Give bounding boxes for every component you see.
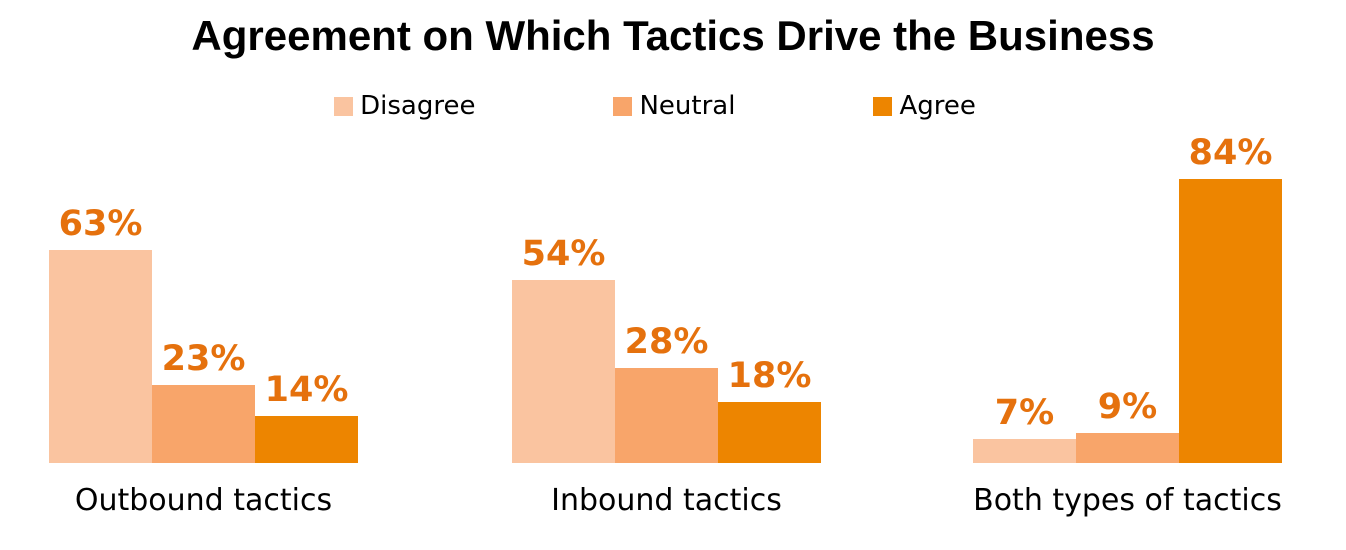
category-label-inbound: Inbound tactics xyxy=(551,483,782,518)
bar-agree-inbound: 18% xyxy=(718,355,821,463)
bar-value-label: 18% xyxy=(727,355,812,396)
legend-item-disagree: Disagree xyxy=(334,92,475,121)
bar-disagree-both: 7% xyxy=(973,392,1076,463)
bar-value-label: 9% xyxy=(1097,386,1158,427)
bar-disagree-inbound: 54% xyxy=(512,233,615,463)
legend-label: Neutral xyxy=(639,91,736,121)
bar xyxy=(255,416,358,463)
bar xyxy=(49,250,152,463)
bar-value-label: 84% xyxy=(1188,132,1273,173)
bar-value-label: 7% xyxy=(994,392,1055,433)
chart-title: Agreement on Which Tactics Drive the Bus… xyxy=(191,12,1155,59)
legend-label: Disagree xyxy=(360,91,476,121)
bar-neutral-both: 9% xyxy=(1076,386,1179,463)
bar-neutral-inbound: 28% xyxy=(615,321,718,463)
category-label-outbound: Outbound tactics xyxy=(74,483,333,518)
bar-agree-both: 84% xyxy=(1179,132,1282,463)
bar-value-label: 23% xyxy=(161,338,246,379)
bar-neutral-outbound: 23% xyxy=(152,338,255,463)
bar xyxy=(152,385,255,463)
bar-group-outbound: 63% 23% 14% Outbound tactics xyxy=(49,83,358,518)
bar xyxy=(512,280,615,463)
legend-swatch-neutral-icon xyxy=(613,96,633,116)
bar xyxy=(615,368,718,463)
category-label-both: Both types of tactics xyxy=(973,483,1282,518)
chart-legend: Disagree Neutral Agree xyxy=(0,92,1328,121)
bar-agree-outbound: 14% xyxy=(255,369,358,463)
bar-value-label: 54% xyxy=(521,233,606,274)
bar-value-label: 14% xyxy=(264,369,349,410)
legend-label: Agree xyxy=(899,91,976,121)
legend-item-neutral: Neutral xyxy=(613,92,735,121)
bar-disagree-outbound: 63% xyxy=(49,203,152,463)
legend-item-agree: Agree xyxy=(873,91,976,121)
bar-value-label: 63% xyxy=(58,203,143,244)
bar xyxy=(1179,179,1282,463)
legend-swatch-disagree-icon xyxy=(334,96,354,116)
bar-group-inbound: 54% 28% 18% Inbound tactics xyxy=(512,83,821,518)
legend-swatch-agree-icon xyxy=(873,96,893,116)
bar-value-label: 28% xyxy=(624,321,709,362)
bar-group-both: 7% 9% 84% Both types of tactics xyxy=(973,83,1282,518)
bar xyxy=(1076,433,1179,463)
bar xyxy=(718,402,821,463)
bar xyxy=(973,439,1076,463)
